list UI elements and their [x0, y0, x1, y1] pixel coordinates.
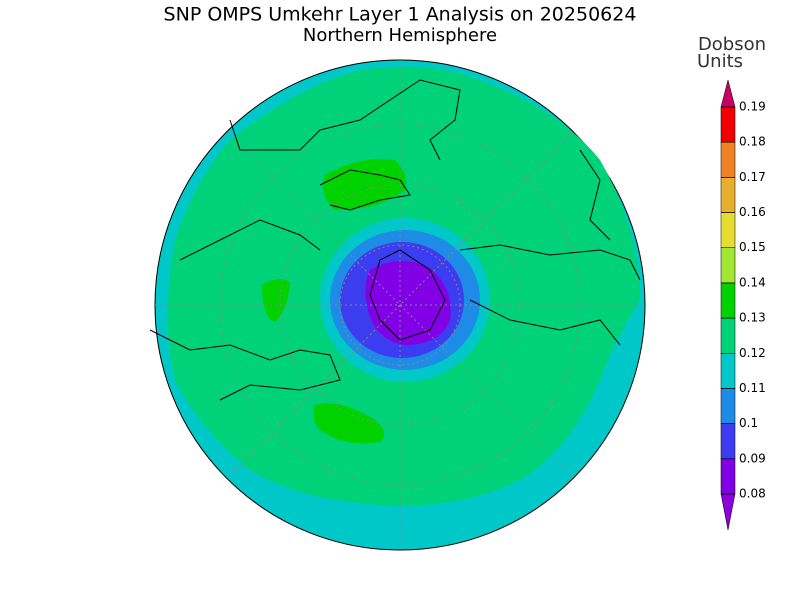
colorbar-tick-label: 0.16 — [739, 205, 766, 219]
colorbar-band — [720, 353, 736, 389]
colorbar-band — [720, 141, 736, 178]
colorbar-label: Dobson — [698, 34, 766, 55]
colorbar-band — [720, 106, 736, 143]
colorbar-band — [720, 177, 736, 213]
coastline — [149, 79, 641, 401]
colorbar-tick-label: 0.18 — [739, 135, 766, 149]
colorbar-tick-label: 0.14 — [739, 275, 766, 289]
colorbar-under — [720, 493, 736, 531]
map-region — [262, 279, 290, 322]
map-region — [365, 261, 451, 345]
colorbar-band — [720, 317, 736, 354]
colorbar-over — [720, 79, 736, 108]
colorbar-band — [720, 423, 736, 460]
colorbar-tick-label: 0.12 — [739, 346, 766, 360]
colorbar-band — [720, 212, 736, 248]
colorbar-label: Units — [697, 51, 743, 72]
colorbar-band — [720, 458, 736, 495]
colorbar-band — [720, 247, 736, 284]
colorbar-tick-label: 0.19 — [739, 100, 766, 114]
colorbar-tick-label: 0.08 — [739, 487, 766, 501]
map-region — [313, 403, 384, 444]
graticule — [155, 60, 645, 550]
colorbar-tick-label: 0.11 — [739, 381, 766, 395]
subtitle: Northern Hemisphere — [303, 25, 497, 46]
colorbar-band — [720, 282, 736, 319]
colorbar: 0.08 0.09 0.1 0.11 0.12 0.13 0.14 0.15 0.16 0.17 0… — [720, 79, 766, 531]
colorbar-tick-label: 0.1 — [739, 416, 758, 430]
colorbar-tick-label: 0.15 — [739, 240, 766, 254]
colorbar-band — [720, 388, 736, 424]
colorbar-tick-label: 0.09 — [739, 451, 766, 465]
colorbar-tick-label: 0.13 — [739, 311, 766, 325]
map — [149, 59, 646, 551]
colorbar-tick-label: 0.17 — [739, 170, 766, 184]
title: SNP OMPS Umkehr Layer 1 Analysis on 2025… — [164, 4, 637, 26]
map-region — [322, 159, 407, 210]
